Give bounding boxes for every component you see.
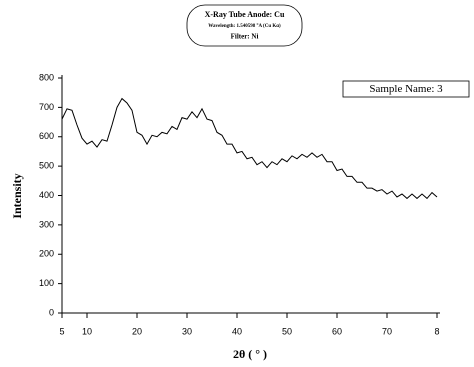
- y-tick-label: 400: [39, 190, 54, 200]
- x-tick-label: 30: [182, 326, 192, 336]
- y-tick-label: 800: [39, 72, 54, 82]
- y-tick-label: 200: [39, 249, 54, 259]
- chart-subtitle: Wavelength: 1.540598 °A (Cu Kα): [208, 24, 281, 29]
- y-tick-label: 100: [39, 278, 54, 288]
- legend-box: [342, 80, 470, 98]
- x-tick-label: 5: [59, 326, 64, 336]
- legend-label: Sample Name: 3: [369, 83, 443, 95]
- x-tick-label: 70: [382, 326, 392, 336]
- x-tick-label: 60: [332, 326, 342, 336]
- x-tick-label: 50: [282, 326, 292, 336]
- x-axis-label: 2θ ( ° ): [233, 347, 267, 361]
- x-tick-label: 20: [132, 326, 142, 336]
- title-box: [186, 4, 303, 47]
- x-tick-label: 10: [82, 326, 92, 336]
- y-tick-label: 500: [39, 161, 54, 171]
- y-tick-label: 700: [39, 102, 54, 112]
- chart-title: X-Ray Tube Anode: Cu: [205, 10, 285, 19]
- y-axis-label: Intensity: [10, 173, 24, 218]
- data-line: [61, 97, 438, 200]
- x-tick-label: 40: [232, 326, 242, 336]
- x-tick-label: 8: [434, 326, 439, 336]
- y-tick-label: 300: [39, 219, 54, 229]
- y-tick-label: 0: [49, 307, 54, 317]
- annotation: Filter: Ni: [231, 33, 259, 41]
- y-tick-label: 600: [39, 131, 54, 141]
